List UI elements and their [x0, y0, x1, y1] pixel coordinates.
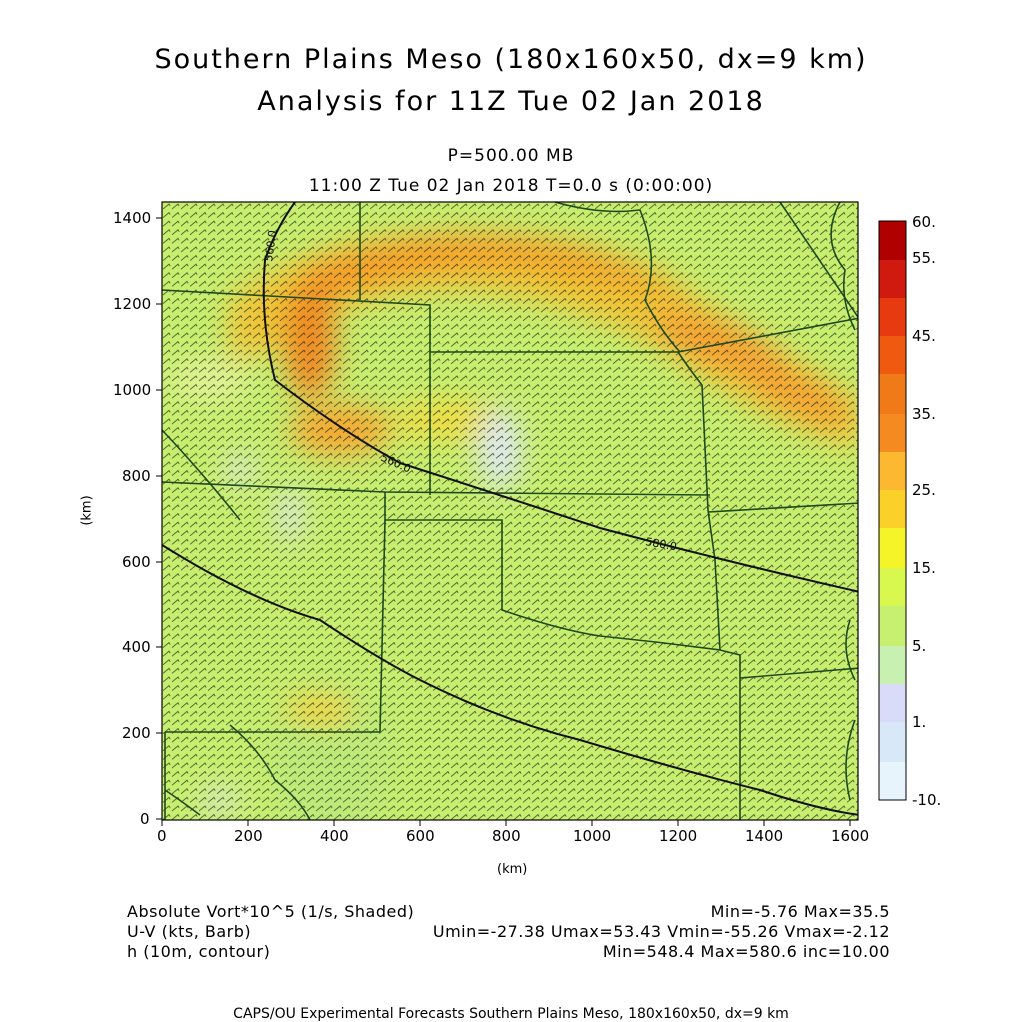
colorbar-label: 1.	[912, 713, 927, 731]
colorbar-swatch	[879, 452, 906, 490]
y-tick-label: 1400	[113, 209, 152, 227]
colorbar-label: 25.	[912, 481, 936, 499]
colorbar-label: -10.	[912, 791, 942, 809]
x-axis-unit: (km)	[497, 862, 528, 877]
x-tick-label: 800	[492, 827, 521, 845]
pressure-level: P=500.00 MB	[447, 146, 575, 166]
colorbar-swatch	[879, 221, 906, 260]
footer-credit: CAPS/OU Experimental Forecasts Southern …	[233, 1006, 789, 1022]
y-tick-marks	[156, 217, 162, 820]
colorbar-swatch	[879, 298, 906, 336]
colorbar-frame	[878, 220, 907, 801]
y-tick-label: 0	[140, 810, 150, 828]
title-line-1: Southern Plains Meso (180x160x50, dx=9 k…	[154, 44, 868, 75]
legend-field-range: Min=-5.76 Max=35.5	[710, 902, 890, 921]
colorbar-label: 15.	[912, 559, 936, 577]
vorticity-field: 560.0 560.0 580.0	[162, 202, 858, 820]
colorbar-swatch	[879, 260, 906, 298]
y-tick-label: 600	[122, 553, 151, 571]
state-boundaries	[162, 202, 858, 820]
legend-field-name: Absolute Vort*10^5 (1/s, Shaded)	[127, 902, 415, 921]
y-tick-label: 400	[122, 638, 151, 656]
plot-frame	[161, 201, 859, 821]
y-tick-label: 800	[122, 467, 151, 485]
x-tick-label: 0	[157, 827, 167, 845]
y-axis-unit: (km)	[79, 495, 95, 526]
x-tick-label: 400	[320, 827, 349, 845]
height-contours	[162, 202, 858, 816]
x-tick-label: 1400	[745, 827, 784, 845]
title-line-2: Analysis for 11Z Tue 02 Jan 2018	[257, 86, 765, 117]
colorbar-swatch	[879, 528, 906, 568]
legend-field-name: h (10m, contour)	[127, 942, 271, 961]
contour-label: 580.0	[644, 535, 677, 553]
wind-barbs	[162, 202, 858, 820]
colorbar-swatch	[879, 374, 906, 414]
colorbar-swatch	[879, 568, 906, 606]
colorbar-label: 45.	[912, 327, 936, 345]
y-tick-label: 1200	[113, 295, 152, 313]
valid-time: 11:00 Z Tue 02 Jan 2018 T=0.0 s (0:00:00…	[308, 176, 714, 196]
legend-field-range: Umin=-27.38 Umax=53.43 Vmin=-55.26 Vmax=…	[432, 922, 890, 941]
colorbar-swatch	[879, 336, 906, 374]
colorbar-label: 35.	[912, 405, 936, 423]
legend-field-range: Min=548.4 Max=580.6 inc=10.00	[602, 942, 890, 961]
x-tick-marks	[161, 820, 851, 826]
x-tick-label: 600	[406, 827, 435, 845]
x-tick-label: 1000	[573, 827, 612, 845]
colorbar-swatch	[879, 414, 906, 452]
colorbar-label: 5.	[912, 637, 927, 655]
y-tick-label: 1000	[113, 381, 152, 399]
colorbar	[878, 220, 907, 801]
x-tick-label: 1200	[659, 827, 698, 845]
colorbar-swatch	[879, 762, 906, 800]
colorbar-swatch	[879, 606, 906, 646]
colorbar-swatch	[879, 684, 906, 722]
x-tick-label: 1600	[831, 827, 870, 845]
legend-field-name: U-V (kts, Barb)	[127, 922, 252, 941]
colorbar-label: 60.	[912, 213, 936, 231]
colorbar-swatch	[879, 722, 906, 762]
contour-label: 560.0	[262, 229, 279, 262]
colorbar-label: 55.	[912, 249, 936, 267]
colorbar-swatch	[879, 490, 906, 528]
x-tick-label: 200	[234, 827, 263, 845]
y-tick-label: 200	[122, 724, 151, 742]
colorbar-swatch	[879, 646, 906, 684]
